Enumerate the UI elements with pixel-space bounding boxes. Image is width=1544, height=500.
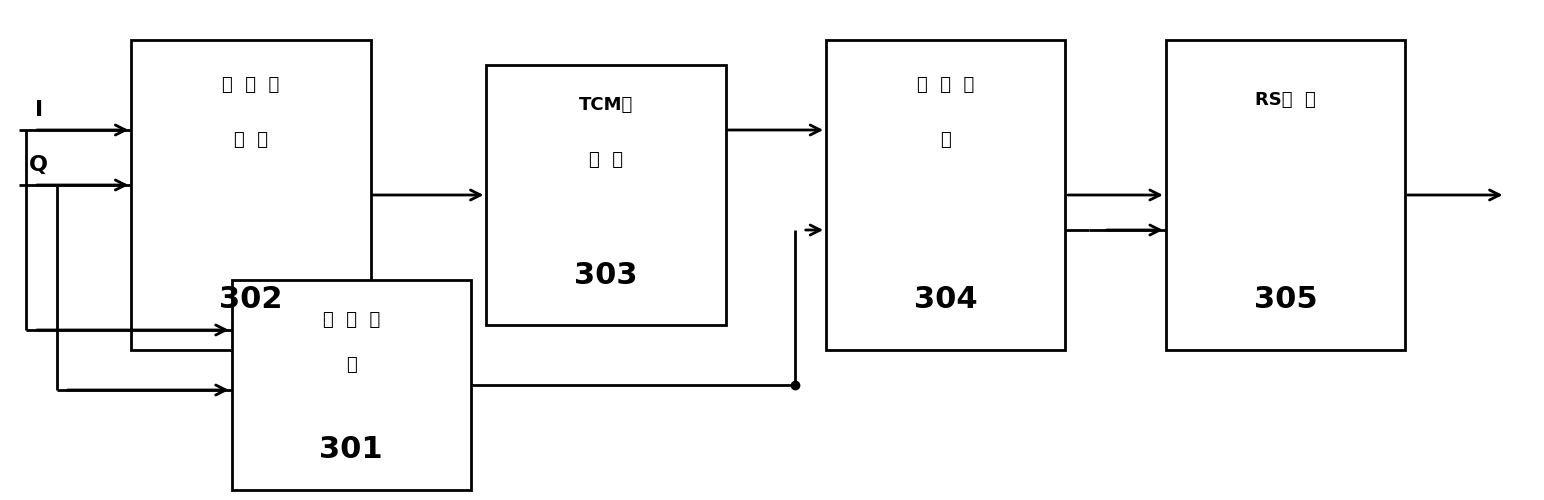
Text: 码: 码: [346, 356, 357, 374]
Text: 编  码  器: 编 码 器: [222, 76, 279, 94]
Text: 302: 302: [219, 286, 283, 314]
Text: 码: 码: [940, 131, 951, 149]
Text: 305: 305: [1254, 286, 1317, 314]
Text: TCM码: TCM码: [579, 96, 633, 114]
FancyBboxPatch shape: [486, 65, 726, 325]
Text: 301: 301: [320, 436, 383, 464]
Text: 编  码  器: 编 码 器: [917, 76, 974, 94]
FancyBboxPatch shape: [1166, 40, 1405, 350]
Text: 码  字: 码 字: [588, 151, 624, 169]
Text: Q: Q: [29, 155, 48, 175]
FancyBboxPatch shape: [232, 280, 471, 490]
Text: I: I: [34, 100, 43, 120]
Text: RS码  字: RS码 字: [1255, 91, 1315, 109]
FancyBboxPatch shape: [131, 40, 371, 350]
Text: 编  码  器: 编 码 器: [323, 311, 380, 329]
Text: 303: 303: [574, 260, 638, 290]
Text: 码  字: 码 字: [233, 131, 269, 149]
Text: 304: 304: [914, 286, 977, 314]
FancyBboxPatch shape: [826, 40, 1065, 350]
